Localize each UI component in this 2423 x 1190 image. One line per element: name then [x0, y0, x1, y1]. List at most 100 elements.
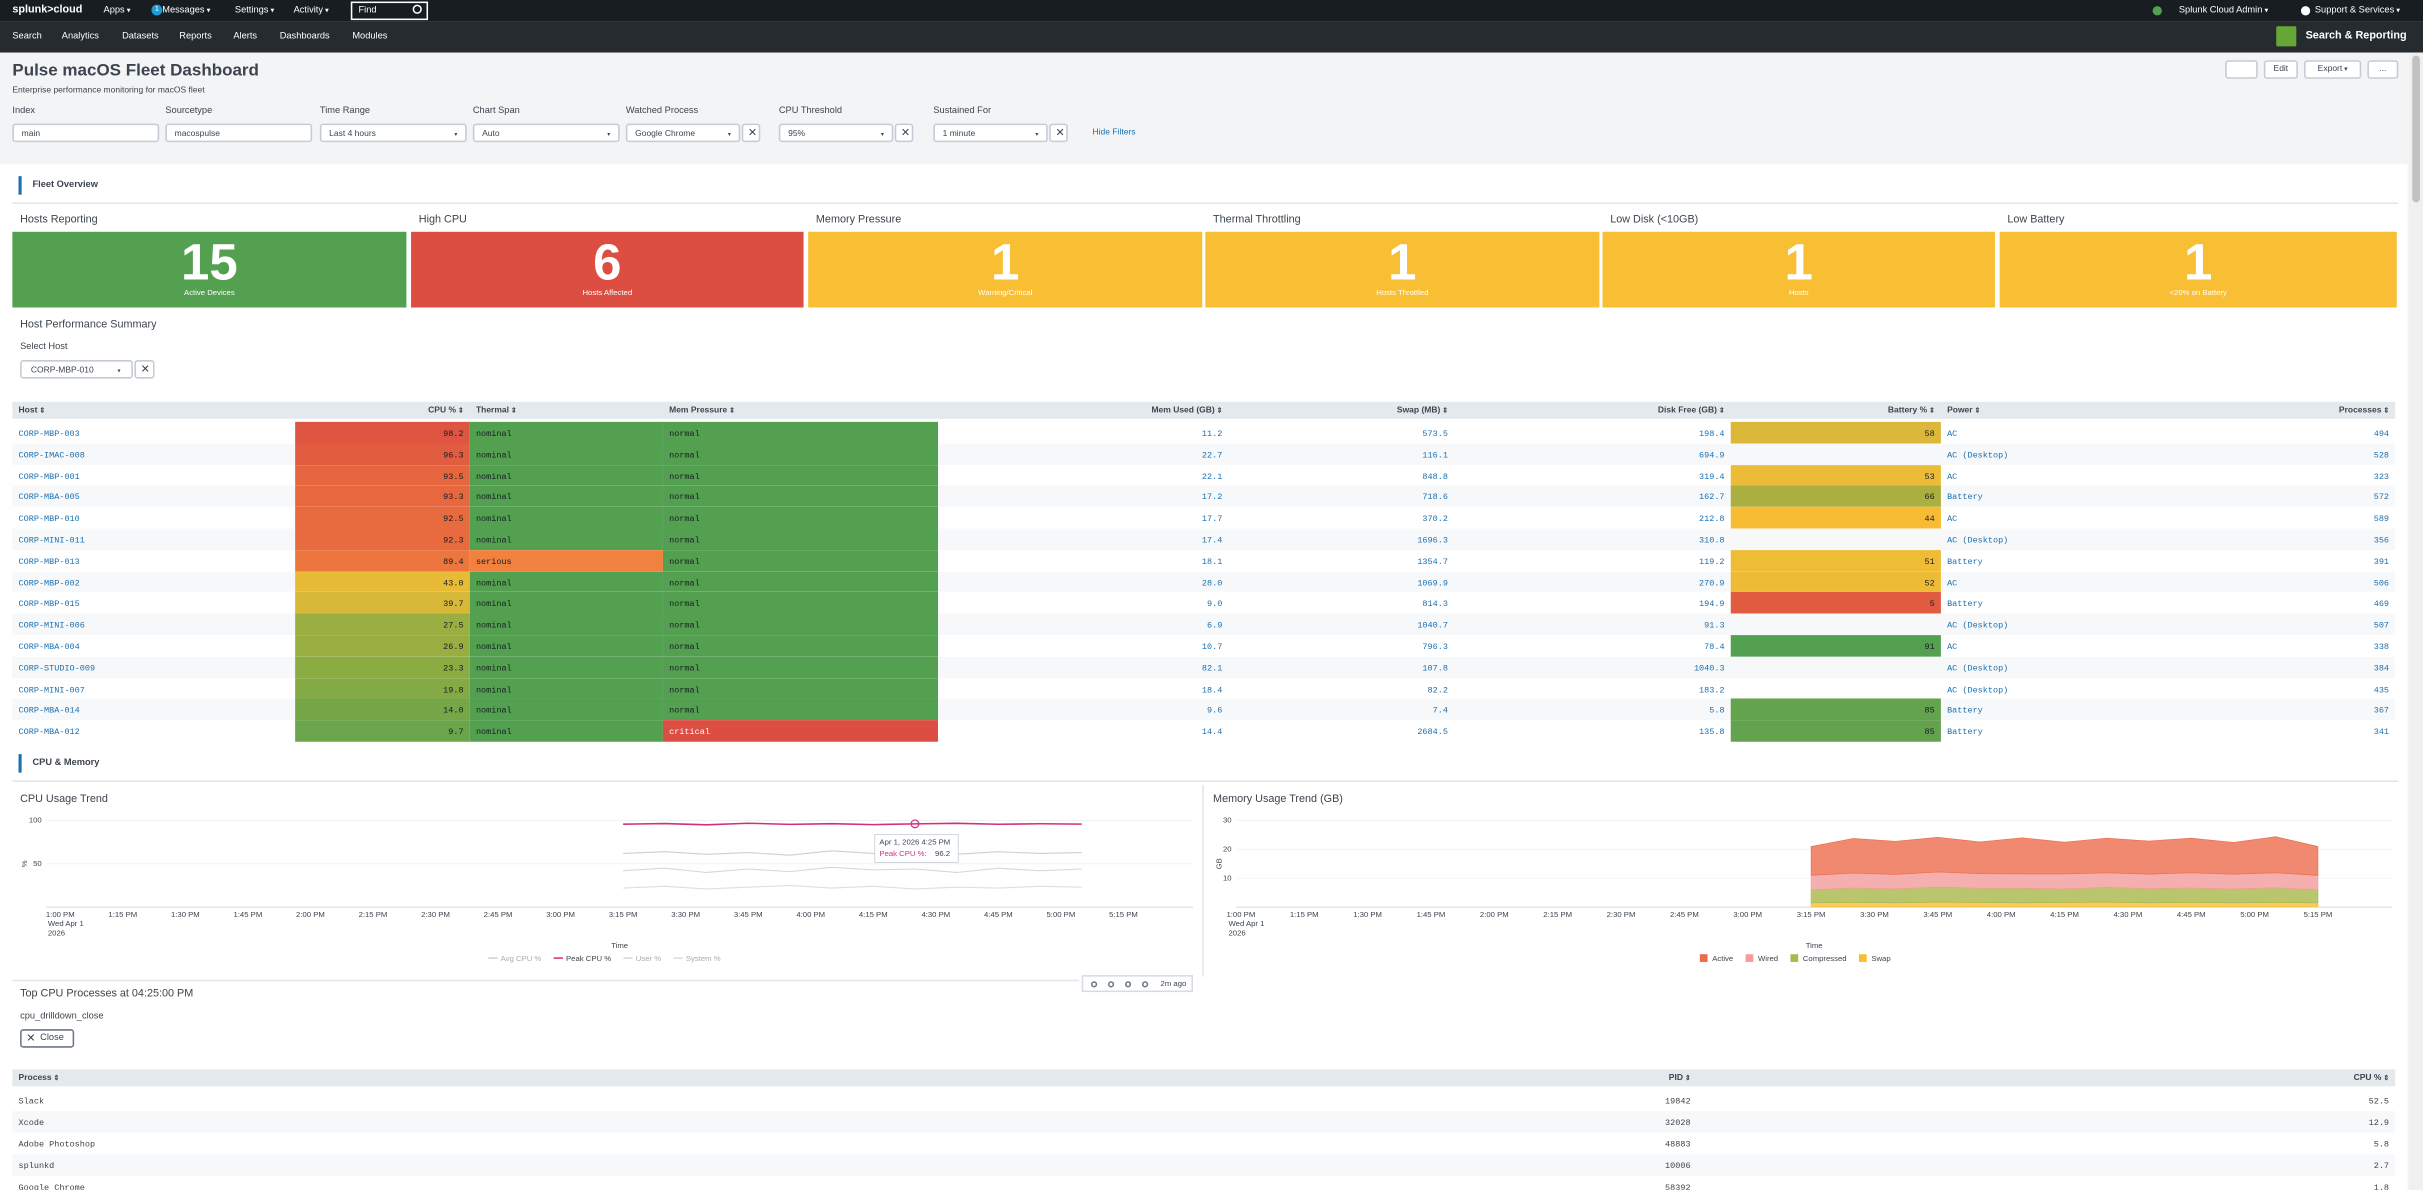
cell-fill: [469, 507, 663, 529]
header-button[interactable]: Export: [2304, 60, 2362, 79]
app-nav-item[interactable]: Dashboards: [279, 32, 330, 42]
table-cell: normal: [669, 641, 700, 653]
table-cell: 17.2: [1201, 492, 1223, 503]
filter-input[interactable]: macospulse: [165, 123, 313, 143]
dropdown-caret[interactable]: [881, 130, 884, 139]
table-cell: 119.2: [1699, 555, 1725, 567]
filter-input[interactable]: Last 4 hours: [319, 123, 467, 143]
table-cell: 98.2: [443, 428, 464, 439]
menu[interactable]: Settings: [235, 5, 274, 14]
filter-input[interactable]: 95%: [778, 123, 894, 143]
app-nav-item[interactable]: Reports: [179, 32, 212, 42]
filter-label: Sustained For: [933, 106, 992, 116]
cell-fill: [469, 613, 663, 636]
filter-input[interactable]: Google Chrome: [625, 123, 741, 143]
clear-button[interactable]: [894, 123, 914, 143]
table-cell[interactable]: CORP-IMAC-008: [18, 449, 85, 461]
cell-fill: [295, 549, 470, 572]
hide-filters[interactable]: Hide Filters: [1092, 128, 1136, 138]
app-nav-item[interactable]: Alerts: [233, 32, 258, 42]
table-cell: Battery: [1947, 492, 1983, 503]
header-button[interactable]: ...: [2367, 60, 2399, 79]
column-header[interactable]: Mem Used (GB): [944, 406, 1222, 415]
column-header[interactable]: Disk Free (GB): [1460, 406, 1724, 415]
column-header[interactable]: Battery %: [1737, 406, 1935, 415]
table-cell: 2684.5: [1417, 726, 1448, 738]
table-cell[interactable]: CORP-MBA-014: [18, 705, 80, 717]
dropdown-caret[interactable]: [117, 366, 120, 375]
column-header[interactable]: Process: [19, 1073, 1163, 1082]
star-button[interactable]: [2225, 60, 2258, 79]
table-cell[interactable]: CORP-MBA-004: [18, 641, 80, 653]
table-cell[interactable]: CORP-MBP-015: [18, 598, 80, 610]
column-header[interactable]: Power: [1947, 406, 2170, 415]
table-cell[interactable]: CORP-MBP-001: [18, 470, 80, 482]
dropdown-caret[interactable]: [607, 130, 610, 139]
table-cell: 91.3: [1704, 619, 1725, 631]
toolbar-icon[interactable]: [1107, 981, 1115, 988]
kpi-panel: 6 Hosts Affected: [411, 231, 804, 308]
column-header[interactable]: Processes: [2182, 406, 2389, 415]
table-cell: 572: [2373, 492, 2390, 503]
dropdown-caret[interactable]: [1035, 130, 1038, 139]
cell-fill: [1730, 592, 1941, 614]
column-header[interactable]: Swap (MB): [1235, 406, 1448, 415]
toolbar-time[interactable]: 2m ago: [1160, 979, 1187, 989]
column-header[interactable]: CPU %: [1703, 1073, 2389, 1082]
table-cell: Adobe Photoshop: [18, 1138, 96, 1150]
column-header[interactable]: Host: [19, 406, 289, 415]
table-cell: 116.1: [1422, 449, 1448, 461]
filter-input[interactable]: main: [12, 123, 160, 143]
table-cell[interactable]: CORP-MINI-011: [18, 534, 85, 546]
filter-input[interactable]: 1 minute: [933, 123, 1048, 143]
column-header[interactable]: CPU %: [301, 406, 463, 415]
clear-button[interactable]: [741, 123, 761, 143]
table-cell[interactable]: CORP-MBP-013: [18, 555, 80, 567]
support[interactable]: Support & Services: [2315, 5, 2400, 14]
table-cell: nominal: [475, 598, 512, 610]
host-select[interactable]: CORP-MBP-010: [20, 360, 133, 379]
clear-button[interactable]: [134, 360, 155, 379]
table-cell: 82.1: [1201, 662, 1223, 674]
toolbar-icon[interactable]: [1141, 981, 1149, 988]
table-cell: 14.0: [443, 705, 464, 717]
cell-fill: [469, 720, 663, 742]
kpi-value: 1: [1784, 233, 1813, 291]
toolbar-icon[interactable]: [1124, 981, 1132, 988]
column-header[interactable]: Thermal: [476, 406, 657, 415]
table-cell: 48883: [1665, 1138, 1691, 1150]
table-cell: 1069.9: [1417, 577, 1448, 589]
menu[interactable]: Activity: [294, 5, 329, 14]
table-cell[interactable]: CORP-STUDIO-009: [18, 662, 96, 674]
app-nav-item[interactable]: Datasets: [122, 32, 159, 42]
app-nav-item[interactable]: Modules: [352, 32, 388, 42]
table-cell[interactable]: CORP-MBP-002: [18, 577, 80, 589]
search-icon: [412, 4, 422, 14]
app-nav-item[interactable]: Search: [12, 32, 42, 42]
table-cell: normal: [669, 577, 700, 589]
table-cell: 589: [2373, 513, 2390, 525]
table-cell[interactable]: CORP-MINI-007: [18, 683, 85, 695]
app-name[interactable]: Search & Reporting: [2305, 30, 2407, 42]
table-cell[interactable]: CORP-MINI-006: [18, 619, 85, 631]
column-header[interactable]: Mem Pressure: [669, 406, 932, 415]
table-cell[interactable]: CORP-MBA-012: [18, 726, 80, 738]
table-cell[interactable]: CORP-MBP-010: [18, 513, 80, 525]
table-cell[interactable]: CORP-MBP-003: [18, 428, 80, 439]
filter-label: Time Range: [319, 106, 371, 116]
menu[interactable]: Apps: [104, 5, 131, 14]
app-nav-item[interactable]: Analytics: [61, 32, 99, 42]
header-button[interactable]: Edit: [2263, 60, 2298, 79]
search-box[interactable]: Find: [350, 1, 429, 21]
dashboard-title: Pulse macOS Fleet Dashboard: [12, 61, 259, 81]
table-cell[interactable]: CORP-MBA-005: [18, 492, 80, 503]
filter-input[interactable]: Auto: [472, 123, 620, 143]
dropdown-caret[interactable]: [728, 130, 731, 139]
user-name[interactable]: Splunk Cloud Admin: [2179, 5, 2268, 14]
column-header[interactable]: PID: [1174, 1073, 1690, 1082]
clear-button[interactable]: [1049, 123, 1068, 143]
close-button[interactable]: Close: [20, 1029, 75, 1048]
toolbar-icon[interactable]: [1090, 981, 1098, 988]
menu[interactable]: Messages: [162, 5, 210, 14]
dropdown-caret[interactable]: [454, 130, 457, 139]
